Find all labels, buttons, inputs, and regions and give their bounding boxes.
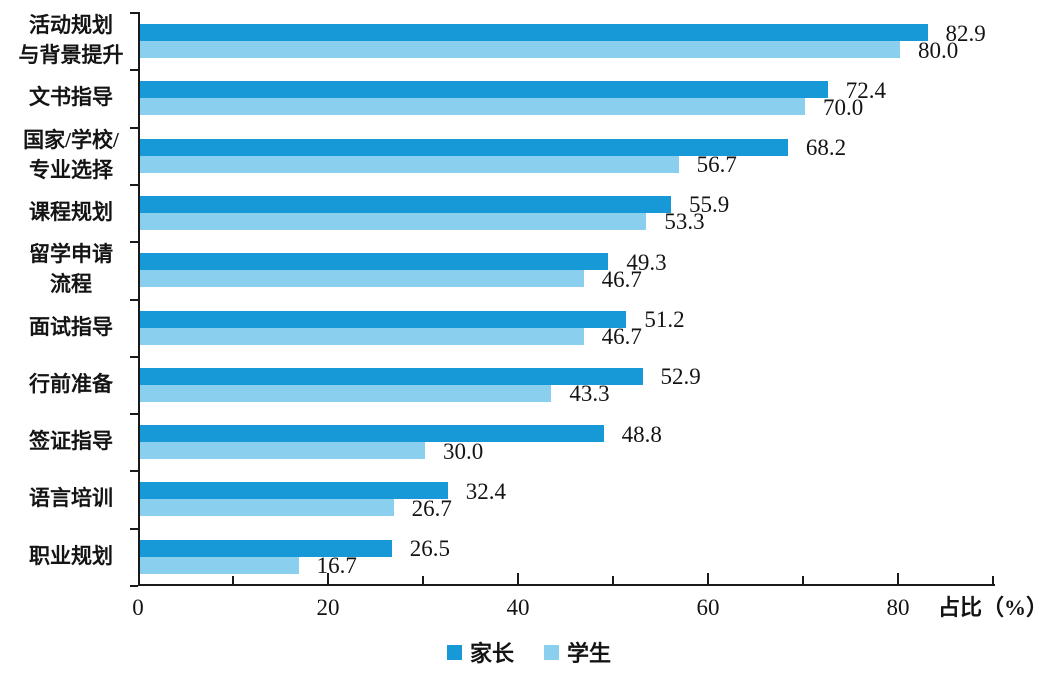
- bar-student: [140, 212, 647, 230]
- bar-student: [140, 41, 900, 58]
- y-axis-line: [138, 12, 140, 585]
- bar-value-label: 30.0: [443, 438, 484, 464]
- bar-value-label: 56.7: [696, 152, 737, 178]
- y-axis-tick: [130, 69, 138, 72]
- bar-value-label: 55.9: [689, 192, 730, 218]
- y-axis-tick: [130, 585, 138, 587]
- bar-student: [140, 155, 679, 173]
- bar-student: [140, 270, 584, 288]
- category-label-line: 活动规划: [29, 13, 113, 37]
- category-label: 留学申请 流程: [2, 239, 140, 299]
- category-label: 职业规划: [2, 541, 140, 571]
- x-axis-tick: [612, 576, 614, 584]
- category-label: 签证指导: [2, 426, 140, 456]
- category-label: 文书指导: [2, 82, 140, 112]
- y-axis-tick: [130, 527, 138, 530]
- bar-parent: [140, 539, 392, 557]
- x-axis-tick: [517, 573, 519, 584]
- category-label-line: 流程: [50, 272, 92, 297]
- category-label-line: 语言培训: [29, 486, 113, 511]
- category-label: 行前准备: [2, 369, 140, 399]
- bar-parent: [140, 310, 627, 328]
- y-axis-tick: [130, 413, 138, 416]
- bar-value-label: 80.0: [918, 37, 959, 63]
- x-axis-tick: [992, 576, 994, 584]
- bar-value-label: 46.7: [601, 266, 642, 292]
- category-label: 面试指导: [2, 312, 140, 342]
- category-label-line: 专业选择: [29, 157, 113, 182]
- bar-parent: [140, 24, 928, 41]
- bar-student: [140, 98, 805, 116]
- bar-student: [140, 442, 425, 460]
- legend: 家长 学生: [0, 636, 1058, 668]
- x-axis-tick-label: 80: [886, 595, 910, 620]
- category-label-line: 留学申请: [29, 242, 113, 267]
- category-label: 活动规划 与背景提升: [2, 10, 140, 70]
- y-axis-tick: [130, 241, 138, 244]
- legend-swatch: [544, 644, 559, 660]
- category-label-line: 面试指导: [29, 314, 113, 339]
- bar-parent: [140, 253, 609, 271]
- x-axis-tick: [422, 576, 424, 584]
- y-axis-tick: [130, 183, 138, 186]
- x-axis-title: 占比（%）: [938, 595, 1049, 620]
- x-axis-tick-label: 40: [506, 595, 530, 620]
- category-label-line: 与背景提升: [18, 43, 124, 67]
- bar-parent: [140, 81, 828, 99]
- bar-value-label: 16.7: [316, 553, 357, 579]
- bar-student: [140, 499, 394, 517]
- bar-value-label: 68.2: [805, 135, 847, 161]
- x-axis-tick: [897, 573, 899, 584]
- bar-value-label: 48.8: [621, 421, 662, 447]
- x-axis-tick-label: 0: [132, 595, 144, 620]
- x-axis-tick-label: 60: [696, 595, 720, 620]
- x-axis-tick: [707, 573, 709, 584]
- bar-parent: [140, 195, 672, 213]
- category-label-line: 国家/学校/: [23, 127, 119, 152]
- bar-value-label: 52.9: [660, 364, 701, 390]
- x-axis-tick-label: 20: [316, 595, 340, 620]
- legend-item-家长: 家长: [446, 636, 514, 668]
- x-axis-tick: [802, 576, 804, 584]
- bar-parent: [140, 138, 788, 156]
- bar-value-label: 70.0: [823, 94, 864, 120]
- bar-parent: [140, 425, 604, 443]
- bar-value-label: 43.3: [569, 381, 610, 407]
- y-axis-tick: [130, 355, 138, 358]
- legend-item-学生: 学生: [544, 636, 611, 668]
- category-label: 语言培训: [2, 483, 140, 513]
- bar-student: [140, 384, 552, 402]
- category-label-line: 课程规划: [29, 199, 113, 224]
- x-axis-line: [138, 584, 995, 586]
- bar-value-label: 26.7: [411, 495, 452, 521]
- y-axis-tick: [130, 12, 138, 14]
- bar-student: [140, 327, 584, 345]
- bar-value-label: 72.4: [845, 77, 887, 103]
- legend-label: 家长: [469, 641, 514, 666]
- bar-value-label: 32.4: [465, 478, 507, 504]
- bar-value-label: 26.5: [409, 536, 450, 562]
- category-label-line: 职业规划: [29, 543, 113, 568]
- bar-value-label: 51.2: [644, 307, 685, 332]
- category-label-line: 签证指导: [29, 429, 113, 454]
- bar-value-label: 49.3: [626, 249, 667, 275]
- bar-student: [140, 556, 299, 574]
- bar-value-label: 82.9: [945, 20, 986, 46]
- category-label-line: 文书指导: [29, 85, 113, 110]
- bar-parent: [140, 367, 643, 385]
- bar-value-label: 53.3: [664, 209, 705, 235]
- category-label-line: 行前准备: [29, 371, 113, 396]
- bar-value-label: 46.7: [601, 324, 642, 349]
- y-axis-tick: [130, 126, 138, 129]
- y-axis-tick: [130, 470, 138, 473]
- bar-parent: [140, 482, 448, 500]
- x-axis-tick: [327, 573, 329, 584]
- category-label: 课程规划: [2, 197, 140, 227]
- legend-label: 学生: [567, 641, 612, 666]
- y-axis-tick: [130, 298, 138, 301]
- legend-swatch: [446, 644, 462, 660]
- x-axis-tick: [232, 576, 234, 584]
- category-label: 国家/学校/专业选择: [2, 125, 140, 185]
